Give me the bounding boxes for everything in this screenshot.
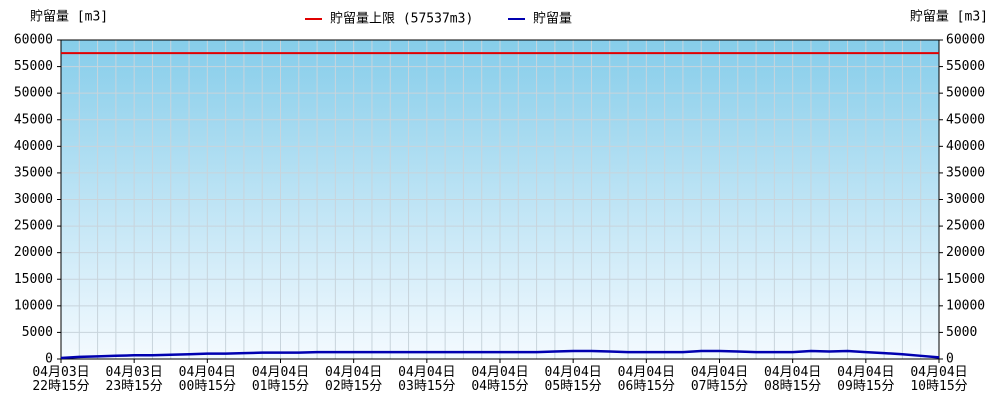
x-tick-label: 04月04日 07時15分 xyxy=(691,365,748,394)
y-tick-label: 10000 xyxy=(14,298,53,313)
y2-tick-label: 0 xyxy=(946,352,954,367)
y2-tick-label: 55000 xyxy=(946,59,985,74)
y-tick-label: 30000 xyxy=(14,192,53,207)
y-tick-label: 45000 xyxy=(14,112,53,127)
y-axis-label: 貯留量 [m3] xyxy=(30,10,108,25)
y2-tick-label: 15000 xyxy=(946,272,985,287)
x-tick-label: 04月04日 01時15分 xyxy=(252,365,309,394)
y-tick-label: 60000 xyxy=(14,33,53,48)
x-tick-label: 04月04日 06時15分 xyxy=(618,365,675,394)
y2-tick-label: 40000 xyxy=(946,139,985,154)
y-tick-label: 25000 xyxy=(14,219,53,234)
y-tick-label: 55000 xyxy=(14,59,53,74)
x-tick-label: 04月03日 22時15分 xyxy=(32,365,89,394)
y-tick-label: 20000 xyxy=(14,245,53,260)
x-tick-label: 04月04日 02時15分 xyxy=(325,365,382,394)
x-tick-label: 04月03日 23時15分 xyxy=(106,365,163,394)
x-tick-label: 04月04日 04時15分 xyxy=(471,365,528,394)
y-tick-label: 35000 xyxy=(14,165,53,180)
y-tick-label: 50000 xyxy=(14,86,53,101)
legend-label: 貯留量上限 (57537m3) xyxy=(330,12,473,27)
y-tick-label: 0 xyxy=(45,352,53,367)
x-tick-label: 04月04日 10時15分 xyxy=(910,365,967,394)
x-tick-label: 04月04日 00時15分 xyxy=(179,365,236,394)
y-tick-label: 40000 xyxy=(14,139,53,154)
y2-tick-label: 5000 xyxy=(946,325,977,340)
y2-tick-label: 45000 xyxy=(946,112,985,127)
x-tick-label: 04月04日 03時15分 xyxy=(398,365,455,394)
y2-tick-label: 25000 xyxy=(946,219,985,234)
y-tick-label: 15000 xyxy=(14,272,53,287)
x-tick-label: 04月04日 08時15分 xyxy=(764,365,821,394)
legend-label: 貯留量 xyxy=(533,12,572,27)
y2-tick-label: 50000 xyxy=(946,86,985,101)
plot-frame xyxy=(60,39,940,360)
series-line xyxy=(60,349,940,360)
y2-tick-label: 20000 xyxy=(946,245,985,260)
x-tick-label: 04月04日 09時15分 xyxy=(837,365,894,394)
y2-tick-label: 10000 xyxy=(946,298,985,313)
x-tick-label: 04月04日 05時15分 xyxy=(545,365,602,394)
y2-tick-label: 30000 xyxy=(946,192,985,207)
y-tick-label: 5000 xyxy=(22,325,53,340)
y2-axis-label: 貯留量 [m3] xyxy=(910,10,988,25)
y2-tick-label: 60000 xyxy=(946,33,985,48)
y2-tick-label: 35000 xyxy=(946,165,985,180)
